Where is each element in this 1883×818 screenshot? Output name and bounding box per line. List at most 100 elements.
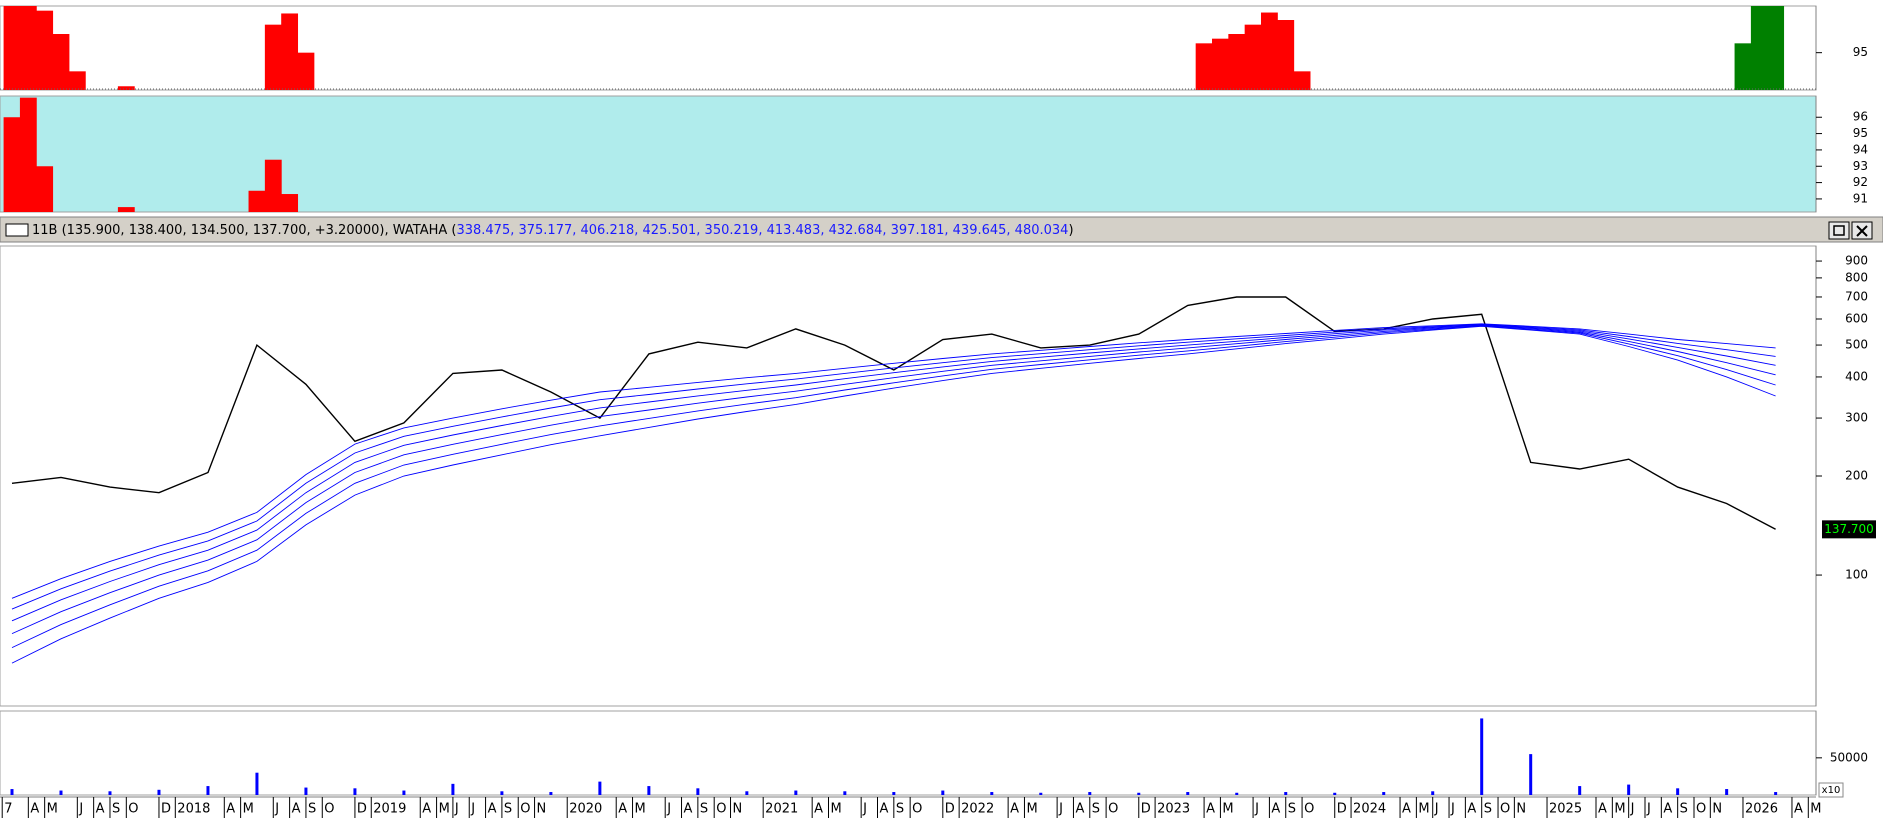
bar [157, 789, 161, 795]
x-tick-label: O [716, 802, 726, 817]
x-tick-label: J [78, 802, 83, 817]
header-end: ) [1068, 223, 1073, 238]
bar [794, 790, 798, 795]
header-bar [0, 216, 1883, 243]
y-tick-label: 600 [1845, 312, 1868, 326]
x-tick-label: O [324, 802, 334, 817]
x-tick-label: 2021 [765, 802, 798, 817]
x-tick-label: N [1516, 802, 1526, 817]
bar [1284, 792, 1288, 795]
unit-box [1818, 782, 1844, 798]
bar [108, 791, 112, 795]
bar [19, 6, 37, 90]
y-tick-label: 400 [1845, 369, 1868, 383]
x-tick-label: J [274, 802, 279, 817]
header-ma-values: 338.475, 375.177, 406.218, 425.501, 350.… [456, 223, 1068, 238]
bar [297, 52, 315, 90]
x-tick-label: D [357, 802, 367, 817]
x-tick-label: O [1304, 802, 1314, 817]
bar [696, 788, 700, 795]
x-tick-label: J [862, 802, 867, 817]
x-tick-label: 2025 [1549, 802, 1582, 817]
x-tick-label: N [1712, 802, 1722, 817]
bar [941, 790, 945, 795]
bar [500, 791, 504, 795]
x-tick-label: M [439, 802, 450, 817]
x-tick-label: J [470, 802, 475, 817]
x-tick-label: A [30, 802, 39, 817]
panel-background [0, 245, 1817, 707]
x-tick-label: 2020 [569, 802, 602, 817]
y-tick-label: 50000 [1830, 750, 1868, 764]
y-tick-label: 91 [1853, 191, 1868, 205]
x-tick-label: A [1271, 802, 1280, 817]
x-tick-label: O [520, 802, 530, 817]
x-tick-label: 2023 [1157, 802, 1190, 817]
bar [647, 786, 651, 795]
bar [1734, 43, 1752, 90]
bar [52, 34, 70, 90]
bar [1186, 792, 1190, 795]
y-tick-label: 300 [1845, 411, 1868, 425]
header-icon [5, 223, 29, 237]
bar [990, 792, 994, 795]
y-tick-label: 92 [1853, 175, 1868, 189]
x-tick-label: S [308, 802, 316, 817]
x-tick-label: O [1108, 802, 1118, 817]
window-buttons[interactable] [1828, 221, 1873, 240]
bar [1088, 792, 1092, 795]
bar [1529, 754, 1533, 795]
y-tick-label: 500 [1845, 338, 1868, 352]
bar [1235, 792, 1239, 795]
x-tick-label: J [454, 802, 459, 817]
header-text: 11B (135.900, 138.400, 134.500, 137.700,… [32, 223, 1074, 238]
close-icon [1856, 225, 1868, 237]
bar [1382, 792, 1386, 795]
bar [1750, 6, 1768, 90]
bar [1676, 788, 1680, 795]
x-tick-label: S [700, 802, 708, 817]
y-tick-label: 800 [1845, 270, 1868, 284]
x-tick-label: M [1222, 802, 1233, 817]
y-tick-label: 200 [1845, 469, 1868, 483]
x-tick-label: O [912, 802, 922, 817]
unit-label: x10 [1822, 785, 1841, 796]
x-tick-label: J [1058, 802, 1063, 817]
bar [36, 166, 54, 212]
x-tick-label: A [292, 802, 301, 817]
bar [36, 10, 54, 91]
x-tick-label: S [112, 802, 120, 817]
x-tick-label: D [161, 802, 171, 817]
x-tick-label: A [422, 802, 431, 817]
maximize-button[interactable] [1828, 221, 1850, 240]
x-tick-label: A [1206, 802, 1215, 817]
x-tick-label: J [1646, 802, 1651, 817]
y-tick-label: 94 [1853, 142, 1868, 156]
bar [1333, 792, 1337, 795]
panels: 95 91 92 93 94 95 96 100 200 300 400 500 600 700 800 90… [0, 5, 1876, 818]
x-tick-label: M [831, 802, 842, 817]
y-tick-label: 95 [1853, 126, 1868, 140]
x-tick-label: M [243, 802, 254, 817]
x-tick-label: A [1467, 802, 1476, 817]
bar [1431, 791, 1435, 795]
bar [206, 786, 210, 795]
bar [3, 117, 21, 212]
y-tick-label: 900 [1845, 254, 1868, 268]
x-tick-label: J [666, 802, 671, 817]
bar [1480, 718, 1484, 795]
last-value-box [1822, 520, 1876, 539]
x-tick-label: A [1010, 802, 1019, 817]
bar [255, 772, 259, 795]
ma-line [11, 325, 1776, 649]
x-tick-label: S [896, 802, 904, 817]
x-tick-label: 2024 [1353, 802, 1386, 817]
x-tick-label: O [128, 802, 138, 817]
bar [402, 790, 406, 795]
x-tick-label: 2026 [1745, 802, 1778, 817]
bar [248, 190, 266, 212]
bar [353, 788, 357, 795]
x-tick-label: A [226, 802, 235, 817]
x-tick-label: S [504, 802, 512, 817]
bar [1725, 789, 1729, 795]
